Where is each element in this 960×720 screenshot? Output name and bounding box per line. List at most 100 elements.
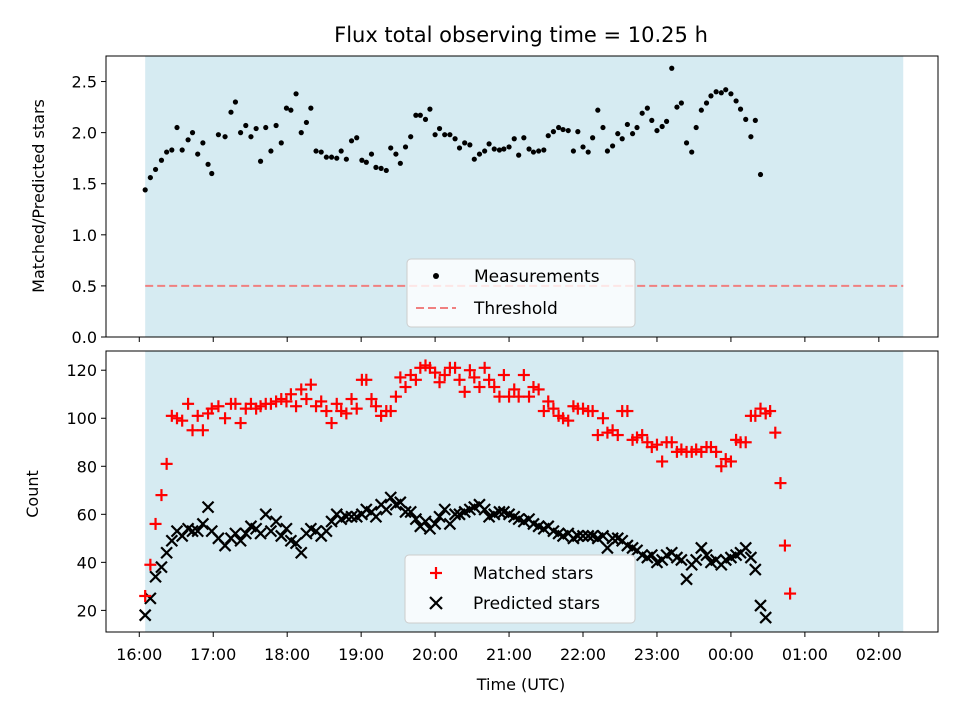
matched-star-point [186, 424, 199, 437]
matched-star-point [409, 373, 422, 386]
measurement-point [243, 122, 249, 129]
chart-title: Flux total observing time = 10.25 h [334, 23, 708, 47]
matched-star-point [139, 589, 152, 602]
predicted-star-point [138, 608, 152, 622]
measurement-point [737, 106, 744, 112]
predicted-star-point [380, 503, 393, 516]
measurement-point [442, 132, 448, 138]
legend-measurements-marker [433, 273, 439, 279]
measurement-point [452, 136, 458, 142]
measurement-point [408, 134, 414, 140]
measurement-point [634, 124, 640, 131]
predicted-star-point [144, 592, 157, 605]
predicted-star-point [478, 503, 491, 516]
predicted-star-point [196, 517, 210, 531]
measurement-point [698, 107, 704, 113]
measurement-point [268, 148, 274, 154]
measurement-point [228, 109, 234, 115]
predicted-star-point [601, 541, 614, 555]
predicted-star-point [149, 570, 162, 584]
matched-star-point [300, 393, 313, 406]
matched-star-point [264, 397, 277, 410]
matched-stars-points [139, 359, 797, 602]
matched-star-point [690, 443, 703, 456]
top-y-tick-label: 1.5 [72, 175, 97, 194]
bottom-x-ticks: 16:00 17:00 18:00 19:00 20:00 21:00 22:00 23:00… [116, 632, 902, 664]
matched-star-point [517, 369, 530, 382]
matched-star-point [586, 405, 599, 418]
matched-star-point [508, 383, 521, 396]
predicted-star-point [606, 532, 619, 545]
bottom-y-tick-label: 20 [77, 601, 97, 620]
matched-star-point [165, 409, 178, 422]
matched-star-point [219, 412, 232, 425]
matched-star-point [160, 457, 173, 470]
matched-star-point [345, 393, 358, 406]
top-y-tick-label: 0.5 [72, 277, 97, 296]
x-tick-label: 19:00 [338, 645, 384, 664]
measurement-point [288, 107, 294, 113]
matched-star-point [453, 373, 466, 386]
matched-star-point [325, 417, 338, 430]
predicted-star-point [754, 599, 767, 612]
measurement-point [169, 147, 175, 153]
measurement-point [639, 110, 645, 116]
matched-star-point [191, 409, 204, 422]
measurement-point [703, 100, 710, 106]
matched-star-point [433, 376, 446, 389]
measurement-point [545, 133, 551, 139]
predicted-star-point [264, 524, 278, 538]
predicted-star-point [433, 510, 446, 523]
measurement-point [723, 87, 729, 93]
top-y-ticks: 0.0 0.5 1.0 1.5 2.0 2.5 [72, 73, 106, 347]
measurement-point [556, 124, 562, 131]
predicted-star-point [165, 534, 179, 548]
bottom-panel: 20 40 60 80 100 120 16:00 17:00 18:00 19:00 20:00… [23, 350, 939, 694]
measurement-point [248, 134, 254, 140]
top-x-ticks [138, 337, 880, 342]
predicted-star-point [680, 572, 693, 586]
measurement-point [590, 135, 596, 141]
measurement-point [232, 99, 239, 105]
matched-star-point [429, 366, 442, 379]
predicted-star-point [700, 548, 713, 562]
measurement-point [200, 140, 206, 146]
measurement-point [158, 157, 165, 163]
measurement-point [215, 132, 222, 138]
measurement-point [644, 105, 650, 111]
predicted-star-point [160, 546, 173, 560]
measurement-point [257, 158, 264, 164]
matched-star-point [149, 517, 162, 530]
predicted-star-point [596, 529, 610, 543]
matched-star-point [724, 455, 737, 468]
measurement-point [575, 129, 581, 135]
measurement-point [683, 140, 690, 146]
measurement-point [142, 187, 148, 193]
top-y-tick-label: 1.0 [72, 226, 97, 245]
top-y-axis-label: Matched/Predicted stars [29, 99, 48, 293]
measurement-point [359, 157, 365, 163]
predicted-star-point [280, 522, 293, 536]
legend-predicted-label: Predicted stars [473, 594, 600, 614]
legend-matched-marker [430, 567, 442, 579]
measurement-point [432, 132, 438, 138]
predicted-star-point [394, 496, 407, 509]
matched-star-point [275, 393, 288, 406]
measurement-point [348, 138, 355, 144]
measurement-point [373, 164, 379, 170]
matched-star-point [719, 453, 732, 466]
matched-star-point [399, 381, 412, 394]
bottom-y-tick-label: 40 [77, 553, 97, 572]
x-tick-label: 01:00 [782, 645, 828, 664]
measurement-point [427, 106, 433, 112]
measurement-point [467, 142, 473, 148]
predicted-star-point [428, 517, 442, 531]
measurement-point [550, 129, 557, 135]
measurement-point [521, 135, 527, 141]
matched-star-point [562, 414, 575, 427]
matched-star-point [749, 409, 762, 422]
x-tick-label: 21:00 [486, 645, 532, 664]
measurement-point [659, 123, 665, 130]
matched-star-point [229, 397, 242, 410]
measurement-point [693, 124, 699, 131]
